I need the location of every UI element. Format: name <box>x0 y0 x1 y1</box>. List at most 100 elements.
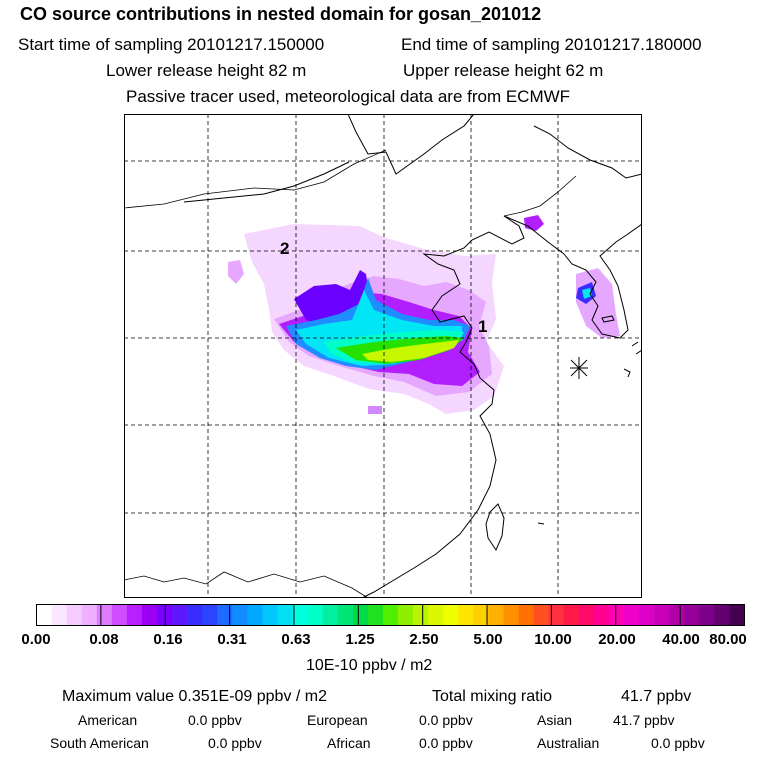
colorbar-tick: 0.16 <box>153 631 183 648</box>
colorbar-tick: 2.50 <box>409 631 439 648</box>
colorbar-swatch <box>639 604 655 626</box>
map-panel: 1 2 <box>124 114 642 598</box>
colorbar-swatch <box>277 604 293 626</box>
colorbar-swatch <box>608 604 625 626</box>
taiwan-coast <box>485 503 505 552</box>
region-name: American <box>78 712 138 728</box>
colorbar-swatch <box>307 604 324 626</box>
region-name: Asian <box>537 712 573 728</box>
island-jeju <box>601 315 615 323</box>
colorbar-swatch <box>367 604 384 626</box>
region-name: African <box>327 735 371 751</box>
total-mixing-ratio-label: Total mixing ratio <box>432 688 553 705</box>
colorbar-tick: 20.00 <box>598 631 636 648</box>
upper-release-height-label: Upper release height 62 m <box>403 61 604 80</box>
colorbar-swatch <box>443 604 459 626</box>
colorbar-swatch <box>548 604 565 626</box>
colorbar-swatch <box>428 604 444 626</box>
colorbar-tick: 1.25 <box>345 631 375 648</box>
colorbar-frame <box>36 604 745 626</box>
colorbar-swatch <box>473 604 489 626</box>
receptor-star-icon <box>570 357 588 379</box>
country-borders <box>124 149 577 598</box>
colorbar-swatch <box>262 604 278 626</box>
colorbar-tick: 5.00 <box>473 631 503 648</box>
colorbar-swatch <box>202 604 218 626</box>
colorbar-swatch <box>337 604 354 626</box>
source-marker-1: 1 <box>478 317 487 336</box>
colorbar-swatch <box>488 604 504 626</box>
colorbar-swatches <box>36 604 745 626</box>
colorbar-swatch <box>729 604 745 626</box>
border-southwest <box>124 571 369 598</box>
plume-patch-south <box>368 406 382 414</box>
lat-lon-grid <box>124 114 642 598</box>
colorbar-tick: 0.00 <box>21 631 51 648</box>
colorbar-swatch <box>187 604 203 626</box>
colorbar-swatch <box>36 604 52 626</box>
colorbar-swatch <box>292 604 308 626</box>
colorbar-tick: 40.00 <box>662 631 700 648</box>
end-time-label: End time of sampling 20101217.180000 <box>401 35 702 54</box>
colorbar-swatch <box>157 604 173 626</box>
tracer-note: Passive tracer used, meteorological data… <box>126 87 571 106</box>
plume-contours <box>228 215 620 414</box>
region-name: Australian <box>537 735 600 751</box>
colorbar-tick: 0.63 <box>281 631 311 648</box>
region-name: European <box>307 712 368 728</box>
colorbar-swatch <box>398 604 414 626</box>
map-title: CO source contributions in nested domain… <box>20 4 542 24</box>
region-value: 41.7 ppbv <box>613 712 675 728</box>
colorbar-swatch <box>669 604 685 626</box>
colorbar-tick: 0.31 <box>217 631 247 648</box>
colorbar-swatch <box>141 604 158 626</box>
colorbar-swatch <box>66 604 82 626</box>
start-time-label: Start time of sampling 20101217.150000 <box>18 35 325 54</box>
colorbar-swatch <box>563 604 580 626</box>
colorbar-swatch <box>96 604 113 626</box>
colorbar-swatch <box>322 604 339 626</box>
colorbar-swatch <box>172 604 188 626</box>
border-china-mongolia <box>124 149 387 209</box>
colorbar-swatch <box>578 604 595 626</box>
colorbar-swatch <box>126 604 143 626</box>
colorbar-swatch <box>111 604 128 626</box>
colorbar-swatch <box>699 604 715 626</box>
colorbar-swatch <box>518 604 534 626</box>
coastline-korea <box>503 215 642 339</box>
coastline-east-asia <box>183 114 525 598</box>
colorbar-swatch <box>684 604 700 626</box>
colorbar-swatch <box>217 604 233 626</box>
colorbar-swatch <box>413 604 429 626</box>
colorbar-tick: 80.00 <box>709 631 747 648</box>
colorbar-swatch <box>352 604 369 626</box>
region-name: South American <box>50 735 149 751</box>
colorbar-swatch <box>232 604 248 626</box>
region-value: 0.0 ppbv <box>419 712 473 728</box>
japan-islands <box>537 341 642 525</box>
contour-yellow-green <box>362 340 459 362</box>
colorbar-swatch <box>458 604 474 626</box>
coastline-north <box>533 125 642 179</box>
colorbar-swatch <box>714 604 730 626</box>
colorbar-tick: 10.00 <box>534 631 572 648</box>
colorbar-swatch <box>247 604 263 626</box>
colorbar-swatch <box>623 604 640 626</box>
maximum-value-label: Maximum value 0.351E-09 ppbv / m2 <box>62 688 328 705</box>
colorbar-swatch <box>503 604 519 626</box>
coastlines <box>183 114 642 598</box>
colorbar-swatch <box>382 604 399 626</box>
colorbar-swatch <box>533 604 549 626</box>
source-marker-2: 2 <box>280 239 289 258</box>
border-china-korea <box>503 175 577 217</box>
colorbar-swatch <box>81 604 98 626</box>
colorbar-unit: 10E-10 ppbv / m2 <box>306 657 433 674</box>
lower-release-height-label: Lower release height 82 m <box>106 61 307 80</box>
colorbar-tick: 0.08 <box>89 631 119 648</box>
colorbar-swatch <box>593 604 610 626</box>
region-value: 0.0 ppbv <box>651 735 705 751</box>
region-value: 0.0 ppbv <box>419 735 473 751</box>
map-frame <box>124 114 642 598</box>
region-value: 0.0 ppbv <box>188 712 242 728</box>
plume-patch-korea-core <box>582 288 592 299</box>
